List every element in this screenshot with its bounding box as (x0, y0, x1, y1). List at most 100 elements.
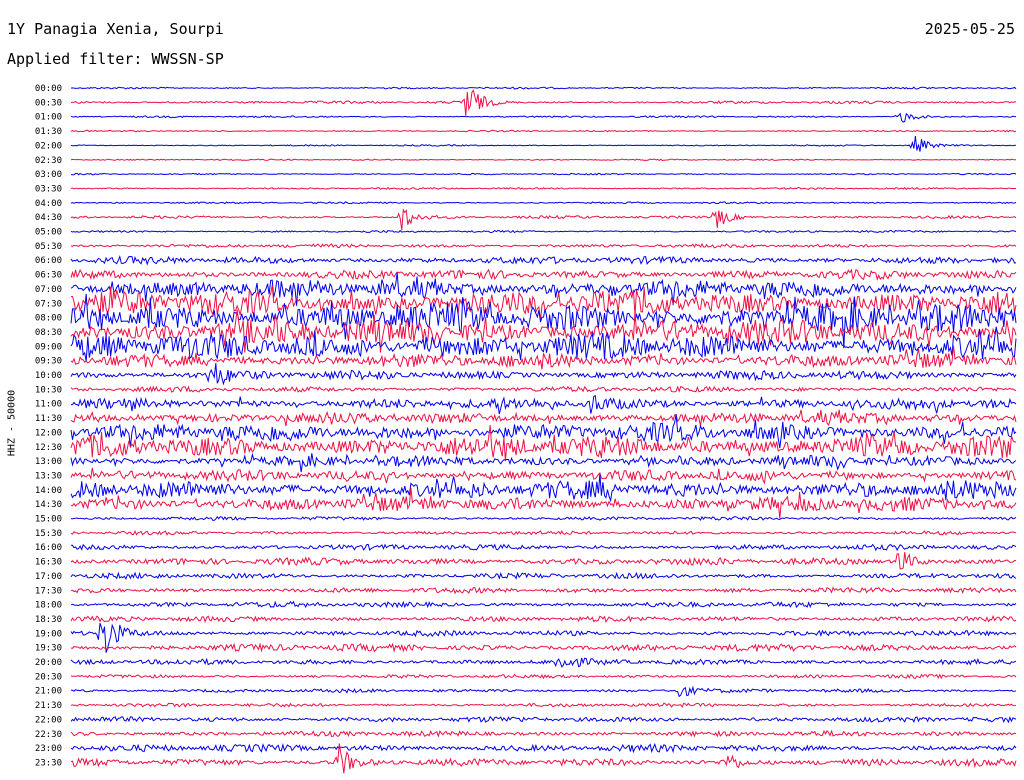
row-time-label: 23:30 (35, 758, 62, 768)
filter-label: Applied filter: WWSSN-SP (7, 50, 224, 68)
row-time-label: 12:00 (35, 428, 62, 438)
trace-row-1100 (70, 394, 1017, 415)
trace-row-1600 (71, 543, 1017, 552)
row-time-label: 18:00 (35, 601, 62, 611)
trace-row-0200 (70, 136, 1017, 152)
trace-row-0000 (70, 86, 1017, 90)
trace-row-0930 (70, 345, 1017, 370)
trace-row-2100 (70, 685, 1017, 698)
trace-row-1000 (70, 363, 1017, 386)
trace-row-2300 (70, 742, 1017, 754)
row-time-label: 02:00 (35, 141, 62, 151)
trace-row-2130 (70, 702, 1017, 708)
trace-row-1900 (70, 623, 1017, 653)
trace-row-1700 (70, 571, 1017, 581)
trace-row-2330 (70, 743, 1017, 774)
date-label: 2025-05-25 (924, 20, 1015, 38)
trace-row-1730 (70, 586, 1017, 595)
trace-row-1800 (70, 600, 1017, 609)
row-time-label: 20:00 (35, 658, 62, 668)
row-time-label: 06:00 (35, 256, 62, 266)
trace-row-1300 (70, 452, 1017, 473)
row-time-label: 04:00 (35, 199, 62, 209)
trace-row-1830 (70, 614, 1017, 624)
trace-row-0500 (70, 229, 1017, 234)
trace-row-0700 (70, 272, 1017, 306)
trace-row-1030 (70, 385, 1017, 393)
row-time-label: 16:00 (35, 543, 62, 553)
trace-row-0100 (70, 112, 1017, 123)
trace-row-1400 (70, 473, 1017, 503)
row-time-label: 10:00 (35, 371, 62, 381)
trace-row-1330 (70, 467, 1017, 485)
row-time-label: 03:30 (35, 184, 62, 194)
trace-row-0530 (70, 243, 1017, 249)
row-time-label: 21:00 (35, 687, 62, 697)
trace-row-0300 (70, 172, 1017, 176)
trace-row-0230 (70, 158, 1017, 162)
trace-row-0830 (70, 309, 1017, 353)
row-time-label: 16:30 (35, 558, 62, 568)
row-time-label: 23:00 (35, 744, 62, 754)
row-time-label: 20:30 (35, 672, 62, 682)
row-time-label: 01:00 (35, 113, 62, 123)
row-time-label: 11:30 (35, 414, 62, 424)
row-time-label: 05:00 (35, 228, 62, 238)
trace-row-0130 (70, 129, 1017, 133)
row-time-label: 19:30 (35, 644, 62, 654)
row-time-label: 17:00 (35, 572, 62, 582)
trace-row-0730 (70, 285, 1017, 321)
row-time-label: 04:30 (35, 213, 62, 223)
row-time-label: 03:00 (35, 170, 62, 180)
trace-row-0600 (70, 255, 1017, 266)
trace-row-2000 (70, 657, 1017, 668)
trace-row-1230 (70, 425, 1017, 461)
row-time-label: 18:30 (35, 615, 62, 625)
trace-row-2030 (70, 673, 1017, 680)
row-time-label: 07:30 (35, 299, 62, 309)
trace-row-1430 (70, 487, 1017, 519)
row-time-label: 07:00 (35, 285, 62, 295)
row-time-label: 00:00 (35, 84, 62, 94)
row-time-label: 17:30 (35, 586, 62, 596)
row-time-label: 13:00 (35, 457, 62, 467)
trace-row-0430 (70, 208, 1017, 231)
row-time-label: 21:30 (35, 701, 62, 711)
row-time-label: 13:30 (35, 471, 62, 481)
row-time-label: 08:30 (35, 328, 62, 338)
row-time-label: 11:00 (35, 400, 62, 410)
row-time-label: 06:30 (35, 271, 62, 281)
trace-row-2200 (70, 715, 1017, 724)
trace-row-0330 (70, 186, 1016, 190)
trace-row-1200 (70, 414, 1017, 448)
trace-row-0030 (70, 89, 1017, 116)
trace-row-0900 (70, 326, 1017, 362)
row-time-label: 19:00 (35, 629, 62, 639)
trace-row-2230 (70, 729, 1017, 738)
trace-row-0800 (70, 293, 1017, 349)
station-title: 1Y Panagia Xenia, Sourpi (7, 20, 224, 38)
row-time-label: 22:30 (35, 730, 62, 740)
trace-row-1130 (70, 409, 1017, 427)
row-time-label: 09:00 (35, 342, 62, 352)
row-time-label: 14:30 (35, 500, 62, 510)
row-time-label: 15:30 (35, 529, 62, 539)
row-time-label: 05:30 (35, 242, 62, 252)
row-time-label: 12:30 (35, 443, 62, 453)
row-time-label: 10:30 (35, 385, 62, 395)
row-time-label: 02:30 (35, 156, 62, 166)
row-time-label: 08:00 (35, 314, 62, 324)
row-time-label: 00:30 (35, 98, 62, 108)
trace-row-1630 (70, 552, 1017, 570)
trace-row-1930 (70, 642, 1017, 653)
trace-row-1500 (70, 515, 1017, 522)
row-time-label: 15:00 (35, 515, 62, 525)
row-time-label: 01:30 (35, 127, 62, 137)
row-time-label: 14:00 (35, 486, 62, 496)
row-time-label: 22:00 (35, 715, 62, 725)
trace-row-1530 (70, 529, 1017, 536)
row-time-label: 09:30 (35, 357, 62, 367)
trace-row-0630 (70, 268, 1017, 281)
trace-row-0400 (70, 201, 1017, 205)
